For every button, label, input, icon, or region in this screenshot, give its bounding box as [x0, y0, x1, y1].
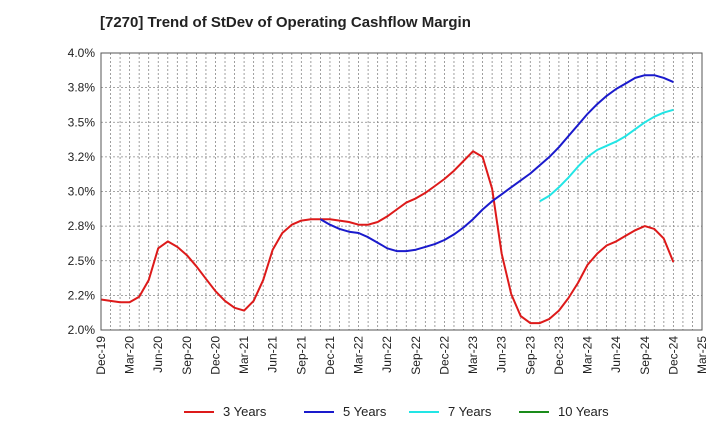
axes — [100, 52, 703, 331]
legend-label: 3 Years — [223, 404, 267, 419]
legend-label: 7 Years — [448, 404, 492, 419]
y-tick-label: 3.5% — [68, 115, 96, 129]
legend-item: 7 Years — [409, 404, 491, 419]
plot-frame — [100, 52, 703, 331]
x-tick-label: Sep-21 — [294, 336, 308, 375]
x-tick-label: Mar-22 — [352, 336, 366, 374]
y-axis-ticks: 2.0% 2.2% 2.5% 2.8% 3.0% 3.2% 3.5% 3.8% 4.0% — [68, 46, 96, 337]
y-tick-label: 4.0% — [68, 46, 96, 60]
x-tick-label: Dec-22 — [437, 336, 451, 375]
x-tick-label: Dec-21 — [323, 336, 337, 375]
x-tick-label: Mar-23 — [466, 336, 480, 374]
x-tick-label: Jun-20 — [151, 336, 165, 373]
grid — [100, 52, 703, 331]
x-tick-label: Dec-20 — [208, 336, 222, 375]
legend-label: 10 Years — [558, 404, 609, 419]
y-tick-label: 3.0% — [68, 185, 96, 199]
legend-item: 10 Years — [519, 404, 609, 419]
y-tick-label: 3.8% — [68, 81, 96, 95]
legend-swatch — [519, 410, 549, 413]
x-tick-label: Dec-24 — [666, 336, 680, 375]
y-tick-label: 3.2% — [68, 150, 96, 164]
chart-title: [7270] Trend of StDev of Operating Cashf… — [100, 14, 471, 31]
legend-item: 3 Years — [184, 404, 266, 419]
legend-item: 5 Years — [304, 404, 386, 419]
series-layer — [100, 74, 675, 325]
legend-swatch — [304, 410, 334, 413]
legend: 3 Years 5 Years 7 Years 10 Years — [0, 404, 720, 426]
x-tick-label: Mar-24 — [581, 336, 595, 374]
x-tick-label: Mar-25 — [695, 336, 709, 374]
x-tick-label: Dec-23 — [552, 336, 566, 375]
y-tick-label: 2.5% — [68, 254, 96, 268]
x-tick-label: Jun-21 — [266, 336, 280, 373]
y-tick-label: 2.2% — [68, 288, 96, 302]
x-tick-label: Sep-24 — [638, 336, 652, 375]
x-tick-label: Mar-20 — [123, 336, 137, 374]
legend-swatch — [409, 410, 439, 413]
x-tick-label: Sep-23 — [523, 336, 537, 375]
x-axis-ticks: Dec-19 Mar-20 Jun-20 Sep-20 Dec-20 Mar-21 Jun-… — [94, 336, 709, 375]
series-line-7-years — [539, 108, 674, 203]
x-tick-label: Mar-21 — [237, 336, 251, 374]
x-tick-label: Dec-19 — [94, 336, 108, 375]
series-line-5-years — [319, 74, 674, 253]
legend-label: 5 Years — [343, 404, 387, 419]
legend-swatch — [184, 410, 214, 413]
x-tick-label: Sep-20 — [180, 336, 194, 375]
x-tick-label: Sep-22 — [409, 336, 423, 375]
y-tick-label: 2.0% — [68, 323, 96, 337]
x-tick-label: Jun-23 — [495, 336, 509, 373]
x-tick-label: Jun-24 — [609, 336, 623, 373]
series-line-3-years — [100, 150, 675, 325]
x-tick-label: Jun-22 — [380, 336, 394, 373]
y-tick-label: 2.8% — [68, 219, 96, 233]
